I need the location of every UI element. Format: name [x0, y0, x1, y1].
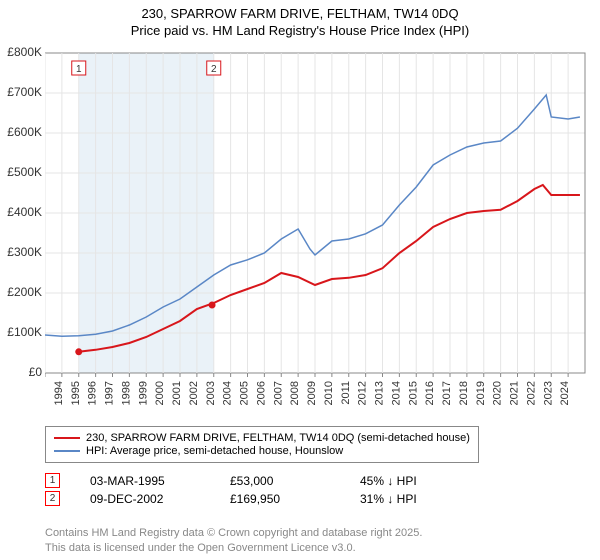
svg-text:2018: 2018 — [458, 381, 470, 405]
svg-text:1997: 1997 — [104, 381, 116, 405]
svg-text:2013: 2013 — [374, 381, 386, 405]
svg-text:1999: 1999 — [137, 381, 149, 405]
marker-id-box: 2 — [45, 491, 60, 506]
y-tick-label: £0 — [0, 365, 42, 379]
y-tick-label: £100K — [0, 325, 42, 339]
legend-label: HPI: Average price, semi-detached house,… — [86, 445, 343, 457]
y-tick-label: £500K — [0, 165, 42, 179]
svg-text:2022: 2022 — [525, 381, 537, 405]
svg-text:2010: 2010 — [323, 381, 335, 405]
svg-text:2006: 2006 — [255, 381, 267, 405]
svg-text:1998: 1998 — [120, 381, 132, 405]
marker-table: 1 03-MAR-1995 £53,000 45% ↓ HPI 2 09-DEC-2002… — [45, 470, 417, 509]
legend-row: 230, SPARROW FARM DRIVE, FELTHAM, TW14 0… — [54, 432, 470, 444]
marker-price: £53,000 — [230, 474, 330, 488]
svg-text:2003: 2003 — [205, 381, 217, 405]
marker-detail-row: 1 03-MAR-1995 £53,000 45% ↓ HPI — [45, 473, 417, 488]
svg-text:2002: 2002 — [188, 381, 200, 405]
svg-text:2011: 2011 — [340, 381, 352, 405]
svg-text:2023: 2023 — [542, 381, 554, 405]
chart-title: 230, SPARROW FARM DRIVE, FELTHAM, TW14 0… — [0, 0, 600, 40]
svg-text:2021: 2021 — [509, 381, 521, 405]
svg-text:2009: 2009 — [306, 381, 318, 405]
svg-text:1994: 1994 — [53, 381, 65, 405]
svg-text:2001: 2001 — [171, 381, 183, 405]
legend-row: HPI: Average price, semi-detached house,… — [54, 445, 470, 457]
svg-text:2004: 2004 — [222, 381, 234, 405]
svg-text:2005: 2005 — [239, 381, 251, 405]
svg-text:2012: 2012 — [357, 381, 369, 405]
y-tick-label: £200K — [0, 285, 42, 299]
svg-text:2008: 2008 — [289, 381, 301, 405]
legend-label: 230, SPARROW FARM DRIVE, FELTHAM, TW14 0… — [86, 432, 470, 444]
svg-text:1996: 1996 — [87, 381, 99, 405]
svg-text:1993: 1993 — [45, 381, 48, 405]
svg-text:2007: 2007 — [272, 381, 284, 405]
y-tick-label: £300K — [0, 245, 42, 259]
y-tick-label: £400K — [0, 205, 42, 219]
svg-text:1: 1 — [76, 64, 82, 75]
title-line2: Price paid vs. HM Land Registry's House … — [131, 23, 469, 38]
footer-line1: Contains HM Land Registry data © Crown c… — [45, 527, 422, 539]
legend-swatch — [54, 437, 80, 439]
marker-delta: 45% ↓ HPI — [360, 474, 417, 488]
marker-date: 09-DEC-2002 — [90, 492, 200, 506]
title-line1: 230, SPARROW FARM DRIVE, FELTHAM, TW14 0… — [141, 6, 458, 21]
svg-text:1995: 1995 — [70, 381, 82, 405]
legend: 230, SPARROW FARM DRIVE, FELTHAM, TW14 0… — [45, 426, 479, 463]
svg-text:2017: 2017 — [441, 381, 453, 405]
y-tick-label: £700K — [0, 85, 42, 99]
attribution: Contains HM Land Registry data © Crown c… — [45, 526, 422, 555]
svg-text:2015: 2015 — [407, 381, 419, 405]
svg-text:2019: 2019 — [475, 381, 487, 405]
marker-delta: 31% ↓ HPI — [360, 492, 417, 506]
svg-text:2024: 2024 — [559, 381, 571, 405]
svg-text:2020: 2020 — [492, 381, 504, 405]
svg-text:2014: 2014 — [390, 381, 402, 405]
svg-text:2016: 2016 — [424, 381, 436, 405]
marker-price: £169,950 — [230, 492, 330, 506]
y-tick-label: £600K — [0, 125, 42, 139]
svg-text:2: 2 — [211, 64, 217, 75]
legend-swatch — [54, 450, 80, 452]
y-tick-label: £800K — [0, 45, 42, 59]
footer-line2: This data is licensed under the Open Gov… — [45, 542, 356, 554]
marker-id-box: 1 — [45, 473, 60, 488]
svg-text:2000: 2000 — [154, 381, 166, 405]
marker-date: 03-MAR-1995 — [90, 474, 200, 488]
price-vs-hpi-chart: £0£100K£200K£300K£400K£500K£600K£700K£80… — [45, 48, 590, 418]
marker-detail-row: 2 09-DEC-2002 £169,950 31% ↓ HPI — [45, 491, 417, 506]
